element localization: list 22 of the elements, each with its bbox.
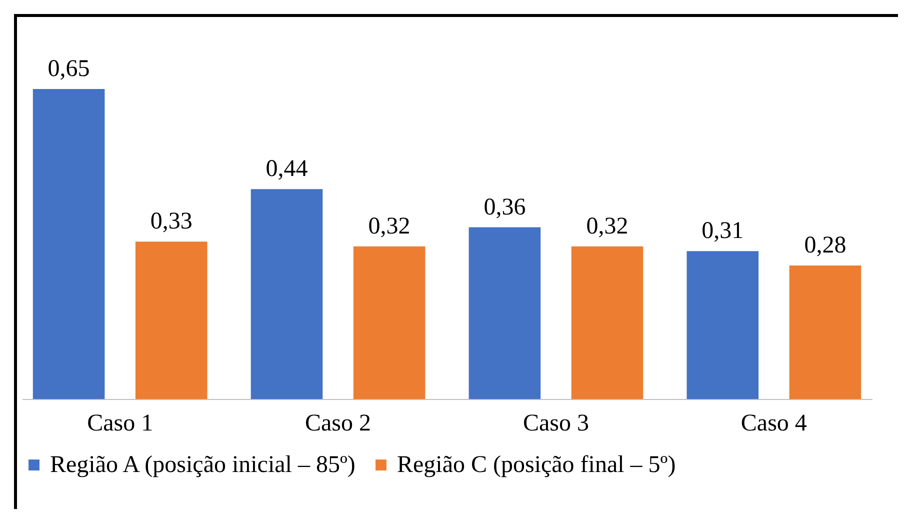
bar — [32, 89, 105, 399]
x-tick-label: Caso 2 — [305, 410, 372, 436]
x-tick-label: Caso 3 — [522, 410, 589, 436]
x-tick-label: Caso 4 — [740, 410, 807, 436]
bar — [571, 246, 644, 399]
data-label: 0,31 — [702, 218, 744, 244]
bar — [686, 251, 759, 399]
data-label: 0,44 — [266, 156, 308, 182]
data-label: 0,28 — [804, 232, 846, 258]
data-label: 0,36 — [484, 194, 526, 220]
data-label: 0,65 — [48, 56, 90, 82]
bar — [250, 189, 323, 399]
legend-label: Região A (posição inicial – 85º) — [50, 452, 356, 478]
bar — [789, 265, 862, 399]
bar — [353, 246, 426, 399]
data-label: 0,33 — [150, 208, 192, 235]
bar — [135, 242, 208, 399]
data-label: 0,32 — [368, 213, 410, 240]
bar — [468, 227, 541, 399]
data-label: 0,32 — [586, 213, 628, 240]
x-tick-label: Caso 1 — [87, 410, 154, 436]
legend-label: Região C (posição final – 5º) — [397, 452, 676, 478]
